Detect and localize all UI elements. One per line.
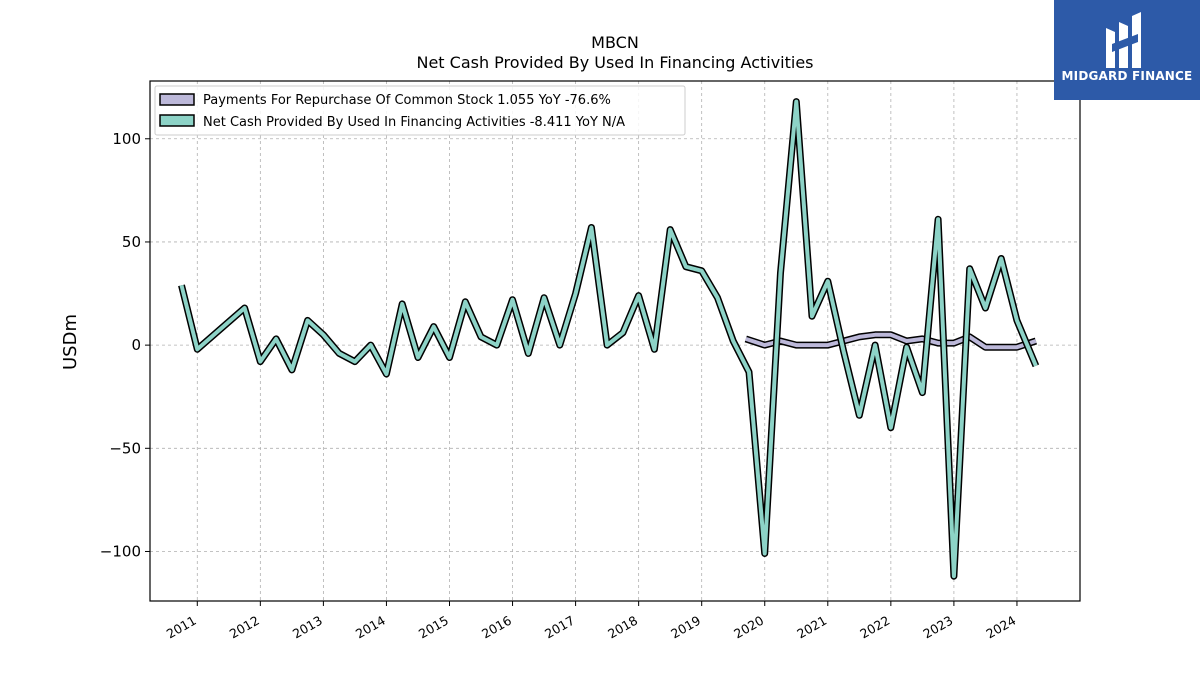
x-tick-label: 2021 xyxy=(794,613,829,642)
y-tick-label: 100 xyxy=(112,130,141,148)
chart-title: MBCN xyxy=(591,33,639,52)
y-axis-label: USDm xyxy=(60,314,81,370)
logo-mark-icon xyxy=(1106,12,1141,68)
series-0 xyxy=(744,331,1037,351)
x-tick-label: 2015 xyxy=(416,613,451,642)
x-tick-label: 2013 xyxy=(290,613,325,642)
y-ticks: −100 −50 0 50 100 xyxy=(100,130,150,560)
logo-text: MIDGARD FINANCE xyxy=(1061,69,1193,83)
grid xyxy=(150,81,1080,601)
x-tick-label: 2019 xyxy=(668,613,703,642)
legend-swatch-financing xyxy=(159,114,195,127)
plot-frame xyxy=(149,80,1081,602)
x-tick-label: 2017 xyxy=(542,613,577,642)
x-ticks: 2011 2012 2013 2014 2015 2016 2017 2018 2019 2020… xyxy=(164,601,1018,642)
logo: MIDGARD FINANCE xyxy=(1054,0,1200,100)
series-1 xyxy=(178,98,1040,580)
y-tick-label: 0 xyxy=(131,336,141,354)
legend-label-financing: Net Cash Provided By Used In Financing A… xyxy=(203,115,625,130)
y-tick-label: −100 xyxy=(100,542,141,560)
x-tick-label: 2023 xyxy=(920,613,955,642)
series-layer xyxy=(178,98,1040,580)
x-tick-label: 2024 xyxy=(983,613,1018,642)
y-tick-label: 50 xyxy=(122,233,141,251)
chart-subtitle: Net Cash Provided By Used In Financing A… xyxy=(416,53,813,72)
y-tick-label: −50 xyxy=(109,439,141,457)
x-tick-label: 2022 xyxy=(857,613,892,642)
x-tick-label: 2020 xyxy=(731,613,766,642)
x-tick-label: 2012 xyxy=(227,613,262,642)
x-tick-label: 2014 xyxy=(353,613,388,642)
legend-box xyxy=(154,85,686,136)
x-tick-label: 2018 xyxy=(605,613,640,642)
legend-label-repurchase: Payments For Repurchase Of Common Stock … xyxy=(203,93,611,108)
legend: Payments For Repurchase Of Common Stock … xyxy=(154,85,686,136)
x-tick-label: 2016 xyxy=(479,613,514,642)
legend-swatch-repurchase xyxy=(159,93,195,106)
x-tick-label: 2011 xyxy=(164,613,199,642)
